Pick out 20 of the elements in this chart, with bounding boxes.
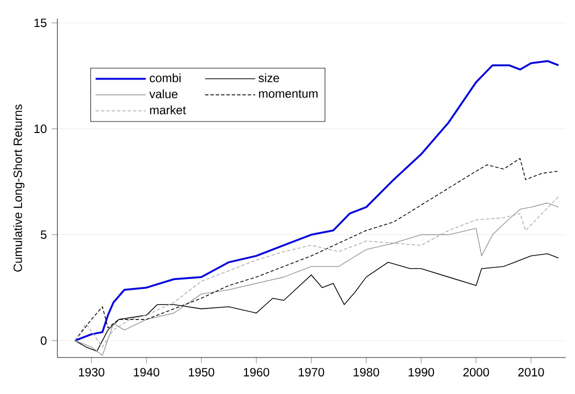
x-tick-label: 1950 [188,368,214,377]
y-axis-title: Cumulative Long-Short Returns [13,104,24,272]
y-tick-label: 15 [34,18,46,28]
x-tick-label: 1960 [244,368,270,377]
legend-label: value [149,90,178,98]
legend-label: combi [150,74,181,82]
legend-label: momentum [259,90,318,98]
x-tick-label: 1980 [354,368,380,377]
y-tick-label: 0 [40,336,46,346]
x-tick-label: 2000 [463,368,489,377]
x-tick-label: 1930 [79,368,104,377]
y-tick-label: 5 [40,230,46,240]
legend-label: market [150,106,186,115]
x-tick-label: 1970 [298,368,324,377]
legend-label: size [258,74,280,82]
x-tick-label: 1940 [134,368,160,377]
y-tick-label: 10 [34,124,46,134]
line-series [74,60,560,342]
x-tick-label: 2010 [518,368,544,377]
x-tick-label: 1990 [408,368,434,377]
